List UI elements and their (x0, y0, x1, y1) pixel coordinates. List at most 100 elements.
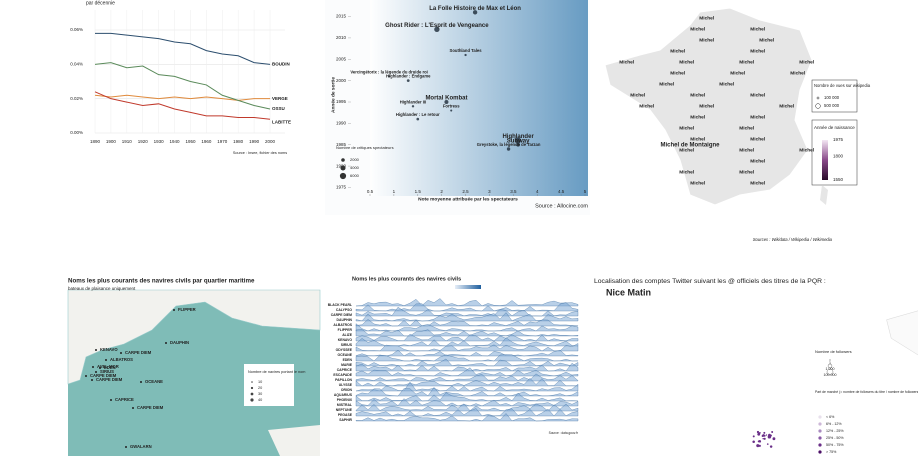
ship-label: EDEN (104, 365, 116, 370)
x-tick-label: 2.5 (462, 189, 469, 194)
coast (67, 289, 321, 385)
port-dot (140, 381, 142, 383)
series-line (95, 32, 271, 65)
follower-dot (772, 437, 776, 441)
ship-label: SIRIUS (100, 369, 114, 374)
legend-label: 100 000 (824, 373, 837, 377)
ridge (355, 312, 579, 322)
row-label: MARIE (341, 363, 353, 367)
subtitle: bateaux de plaisance uniquement (68, 286, 136, 291)
y-tick-label: 2005 (336, 56, 347, 61)
legend-title: Nombre de navires portant le nom (248, 370, 305, 374)
size-legend-mark (250, 398, 254, 402)
x-tick-label: 1900 (106, 139, 117, 144)
name-label: Michel (619, 59, 634, 65)
ridge (355, 387, 579, 397)
x-tick-label: 1960 (201, 139, 212, 144)
name-label: Michel (750, 180, 765, 186)
ship-label: GWALARN (130, 444, 152, 449)
name-label: Michel (790, 70, 805, 76)
port-dot (132, 407, 134, 409)
share-swatch (818, 450, 822, 454)
film-label: Mortal Kombat (425, 96, 467, 102)
name-label: Michel (750, 158, 765, 164)
film-label: Southland Tales (450, 48, 483, 53)
size-legend-mark (250, 392, 254, 396)
ridge (355, 413, 579, 422)
x-tick-label: 1910 (122, 139, 133, 144)
share-swatch (818, 429, 822, 433)
ship-label: CARPE DIEM (125, 350, 152, 355)
legend-label: 1800 (833, 154, 844, 159)
x-tick-label: 4 (536, 189, 539, 194)
film-point (450, 109, 453, 112)
name-label: Michel (679, 125, 694, 131)
size-legend-mark (816, 96, 820, 100)
name-label: Michel (750, 48, 765, 54)
france-map (604, 7, 813, 206)
film-point (472, 10, 478, 15)
film-label: Vercingétorix : la légende du druide roi (350, 69, 428, 74)
film-label: Highlander III (400, 99, 427, 104)
port-dot (91, 379, 93, 381)
name-label: Michel (739, 59, 754, 65)
y-tick-label: 2000 (336, 78, 347, 83)
france-map (886, 310, 918, 356)
port-dot (105, 359, 107, 361)
rating-gradient (370, 0, 588, 196)
follower-dot (762, 434, 765, 437)
x-tick-label: 1 (393, 189, 396, 194)
ship-label: KENAVO (100, 347, 118, 352)
name-label: Michel (750, 136, 765, 142)
y-tick-label: 0.02% (70, 96, 83, 101)
row-label: CALYPSO (336, 308, 352, 312)
film-label: Highlander : Endgame (386, 74, 431, 79)
share-swatch (818, 436, 822, 440)
name-label: Michel (670, 70, 685, 76)
legend-label: 100 000 (824, 95, 840, 100)
x-tick-label: 1.5 (415, 189, 422, 194)
name-label: Michel (679, 169, 694, 175)
ridge (355, 358, 579, 367)
row-label: PEGASE (338, 413, 353, 417)
film-point (388, 75, 391, 78)
x-tick-label: 5 (584, 189, 587, 194)
name-label: Michel (679, 59, 694, 65)
ship-label: CARPE DIEM (96, 377, 123, 382)
name-label: Michel (690, 26, 705, 32)
legend-label: 40 (258, 398, 262, 402)
subtitle: par décennie (86, 0, 115, 6)
film-point (515, 137, 522, 144)
x-tick-label: 1980 (233, 139, 244, 144)
row-label: CAPRICE (337, 368, 353, 372)
name-label: Michel (639, 103, 654, 109)
ridge (355, 373, 579, 382)
size-legend-mark (815, 103, 821, 109)
port-dot (165, 342, 167, 344)
row-label: PAPILLON (335, 378, 352, 382)
ridge (355, 381, 579, 392)
legend-box (811, 79, 858, 113)
follower-dot (771, 431, 774, 433)
name-label: Michel (779, 103, 794, 109)
legend-label: 50% - 75% (826, 443, 844, 447)
name-label: Michel (739, 147, 754, 153)
film-label: Ghost Rider : L'Esprit de Vengeance (385, 23, 489, 29)
x-tick-label: 3.5 (510, 189, 517, 194)
name-label: Michel (690, 114, 705, 120)
x-tick-label: 1890 (90, 139, 101, 144)
follower-dot (752, 440, 755, 443)
legend-title: Nombre de vues sur wikipedia (814, 83, 871, 88)
row-label: ULYSSE (339, 383, 353, 387)
film-label: Greystoke, la légende de Tarzan (477, 142, 541, 147)
y-tick-label: 2010 (336, 35, 347, 40)
size-legend-mark (826, 368, 834, 376)
y-tick-label: 1975 (336, 185, 347, 190)
y-tick-label: 1990 (336, 121, 347, 126)
ridge (355, 306, 579, 317)
series-line (94, 94, 270, 101)
name-label: Michel (739, 125, 754, 131)
y-tick-label: 0.04% (70, 62, 83, 67)
